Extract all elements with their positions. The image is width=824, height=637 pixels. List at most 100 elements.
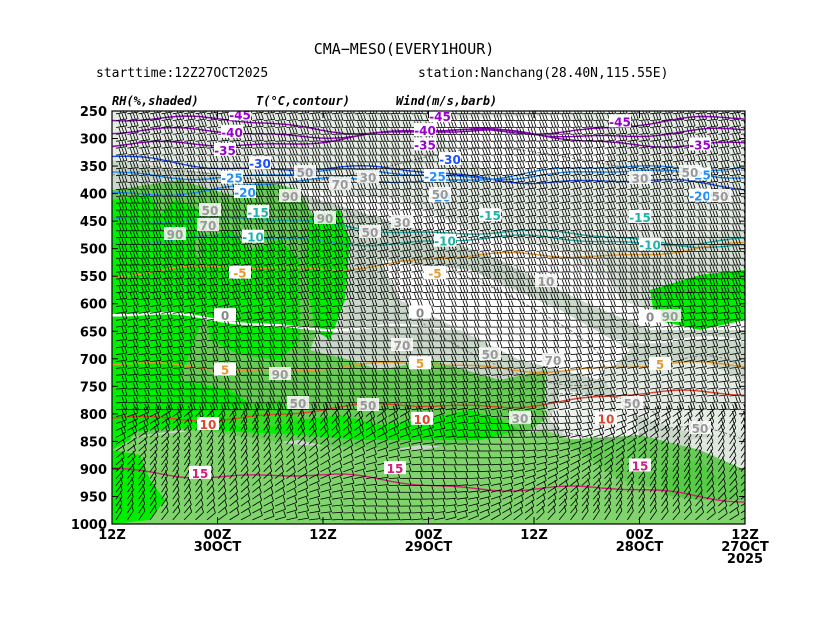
wind-barb-feather [323, 114, 326, 121]
wind-barb-feather [530, 141, 534, 148]
wind-barb-feather [573, 141, 576, 148]
wind-barb [570, 160, 582, 163]
wind-barb-feather [499, 134, 503, 142]
wind-barb [218, 111, 230, 115]
wind-barb-feather [698, 155, 701, 162]
wind-barb-feather [618, 134, 622, 141]
wind-barb [684, 112, 696, 115]
wind-barb [434, 167, 446, 170]
wind-barb-feather [747, 155, 749, 161]
wind-barb-feather [652, 141, 656, 148]
wind-barb-feather [144, 168, 148, 176]
wind-barb-feather [374, 114, 378, 121]
wind-barb-feather [215, 133, 219, 141]
wind-barb-feather [709, 127, 713, 134]
wind-barb [729, 111, 741, 115]
wind-barb-feather [496, 168, 500, 175]
wind-barb-feather [702, 111, 704, 113]
wind-barb-feather [554, 111, 557, 114]
wind-barb-feather [539, 114, 542, 121]
wind-barb-feather [483, 111, 485, 114]
wind-barb-feather [260, 127, 264, 134]
wind-barb-feather [595, 161, 599, 169]
wind-barb [161, 153, 173, 156]
wind-barb-feather [652, 161, 656, 169]
wind-barb-feather [691, 111, 693, 114]
wind-barb-feather [383, 114, 386, 121]
wind-barb-feather [644, 120, 648, 127]
wind-barb [275, 119, 287, 121]
wind-barb [672, 125, 684, 128]
wind-barb-feather [397, 162, 401, 169]
wind-barb-feather [488, 128, 491, 135]
wind-barb-feather [170, 168, 173, 176]
wind-barb-feather [664, 141, 667, 148]
wind-barb [184, 160, 196, 163]
wind-barb-feather [710, 111, 713, 114]
wind-barb [138, 146, 150, 149]
wind-barb-feather [186, 148, 190, 155]
wind-barb-feather [635, 160, 639, 168]
wind-barb-feather [601, 154, 605, 161]
wind-barb-feather [598, 168, 602, 175]
wind-barb-feather [561, 127, 565, 135]
wind-barb [513, 167, 525, 170]
wind-barb [252, 118, 264, 121]
wind-barb-feather [147, 140, 150, 147]
wind-barb [115, 174, 128, 177]
wind-barb [184, 153, 196, 156]
wind-barb-feather [584, 121, 588, 128]
wind-barb [559, 140, 571, 142]
wind-barb-feather [301, 111, 304, 114]
wind-barb-feather [681, 133, 685, 140]
wind-barb-feather [386, 162, 389, 169]
wind-barb-feather [723, 120, 727, 127]
wind-barb-feather [374, 128, 378, 135]
wind-barb-feather [448, 141, 451, 149]
wind-barb-feather [522, 148, 526, 155]
wind-barb-feather [249, 127, 253, 134]
wind-barb [638, 159, 650, 163]
wind-barb-feather [165, 111, 167, 114]
wind-barb-feather [144, 161, 148, 169]
wind-barb [331, 119, 343, 121]
wind-barb-feather [204, 148, 207, 155]
wind-barb-feather [618, 155, 622, 162]
wind-barb-feather [181, 161, 185, 169]
wind-barb-feather [417, 162, 420, 169]
wind-barb [650, 112, 662, 115]
wind-barb-feather [442, 128, 446, 135]
wind-barb-feather [192, 169, 196, 176]
wind-barb-feather [692, 126, 696, 133]
wind-barb [593, 159, 605, 163]
wind-barb-feather [664, 113, 667, 121]
wind-barb-feather [485, 128, 488, 135]
wind-barb-feather [510, 154, 514, 162]
wind-barb [695, 112, 707, 115]
wind-barb-feather [573, 168, 576, 176]
wind-barb-feather [394, 121, 398, 128]
wind-barb-feather [595, 155, 599, 162]
wind-barb-feather [747, 183, 749, 189]
wind-barb-feather [129, 120, 133, 127]
wind-barb-feather [147, 119, 150, 126]
wind-barb-feather [326, 113, 329, 121]
wind-barb-feather [539, 134, 542, 142]
wind-barb-feather [257, 134, 261, 141]
wind-barb-feather [655, 161, 659, 168]
wind-barb-feather [527, 128, 531, 135]
wind-barb [331, 112, 343, 115]
wind-barb-feather [499, 121, 503, 128]
wind-barb-feather [368, 121, 372, 128]
wind-barb-feather [189, 134, 193, 141]
wind-barb [695, 216, 707, 218]
wind-barb-feather [473, 148, 477, 155]
wind-barb-feather [124, 126, 128, 133]
wind-barb-feather [170, 154, 173, 162]
wind-barb-feather [337, 169, 341, 176]
wind-barb-feather [394, 128, 398, 135]
wind-barb [650, 159, 662, 163]
wind-barb [252, 223, 264, 225]
wind-barb-feather [462, 155, 466, 162]
wind-barb-feather [493, 169, 497, 176]
